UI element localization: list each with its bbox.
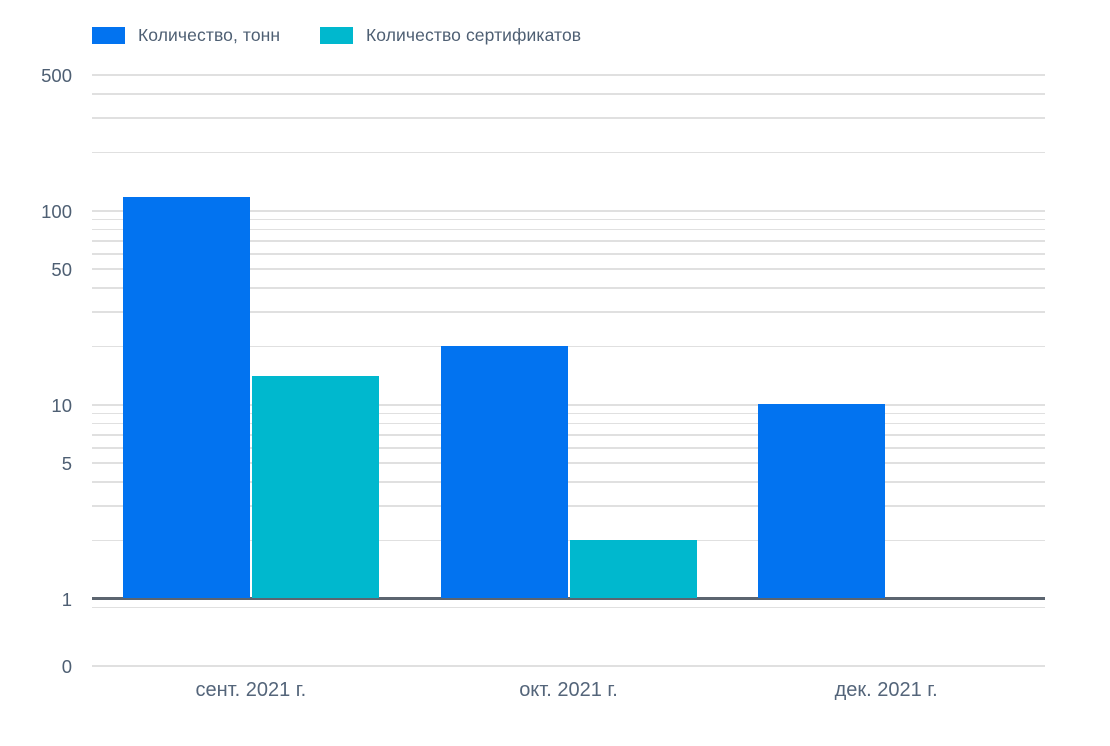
gridline [92,412,1045,415]
bar-certificates[interactable] [251,375,379,598]
y-tick-label: 0 [61,656,72,677]
gridline [92,117,1045,119]
bar-tons[interactable] [122,197,250,598]
y-tick-label: 5 [61,453,72,475]
legend-label: Количество сертификатов [366,24,582,45]
gridline [92,228,1045,231]
gridline [92,447,1045,449]
gridline [92,74,1045,76]
legend-swatch-blue [92,26,125,44]
gridline [92,287,1045,289]
bar-tons[interactable] [758,404,886,598]
gridline [92,240,1045,242]
axis-baseline [92,596,1045,600]
x-axis-label: сент. 2021 г. [195,679,307,701]
y-tick-label: 1 [61,589,72,610]
gridline [92,210,1045,212]
gridline [92,606,1045,609]
y-tick-label: 10 [51,395,72,416]
gridline [92,481,1045,483]
legend-label: Количество, тонн [138,24,281,45]
gridline [92,434,1045,436]
gridline [92,268,1045,270]
gridline [92,422,1045,425]
legend-item-certificates[interactable]: Количество сертификатов [320,24,581,46]
y-tick-label: 50 [51,259,72,281]
gridline [92,345,1045,348]
gridline [92,218,1045,221]
y-tick-label: 500 [41,65,72,87]
bar-certificates[interactable] [569,539,697,598]
gridline [92,311,1045,313]
gridline [92,505,1045,507]
x-axis-label: окт. 2021 г. [519,679,618,701]
gridline [92,93,1045,95]
gridline [92,665,1045,667]
gridline [92,539,1045,542]
gridline [92,151,1045,154]
legend-swatch-teal [320,26,353,44]
bar-tons[interactable] [440,345,568,598]
gridline [92,462,1045,464]
gridline [92,253,1045,255]
x-axis-label: дек. 2021 г. [834,679,938,701]
legend-item-tons[interactable]: Количество, тонн [92,24,280,46]
gridline [92,404,1045,406]
y-tick-label: 100 [41,201,72,222]
